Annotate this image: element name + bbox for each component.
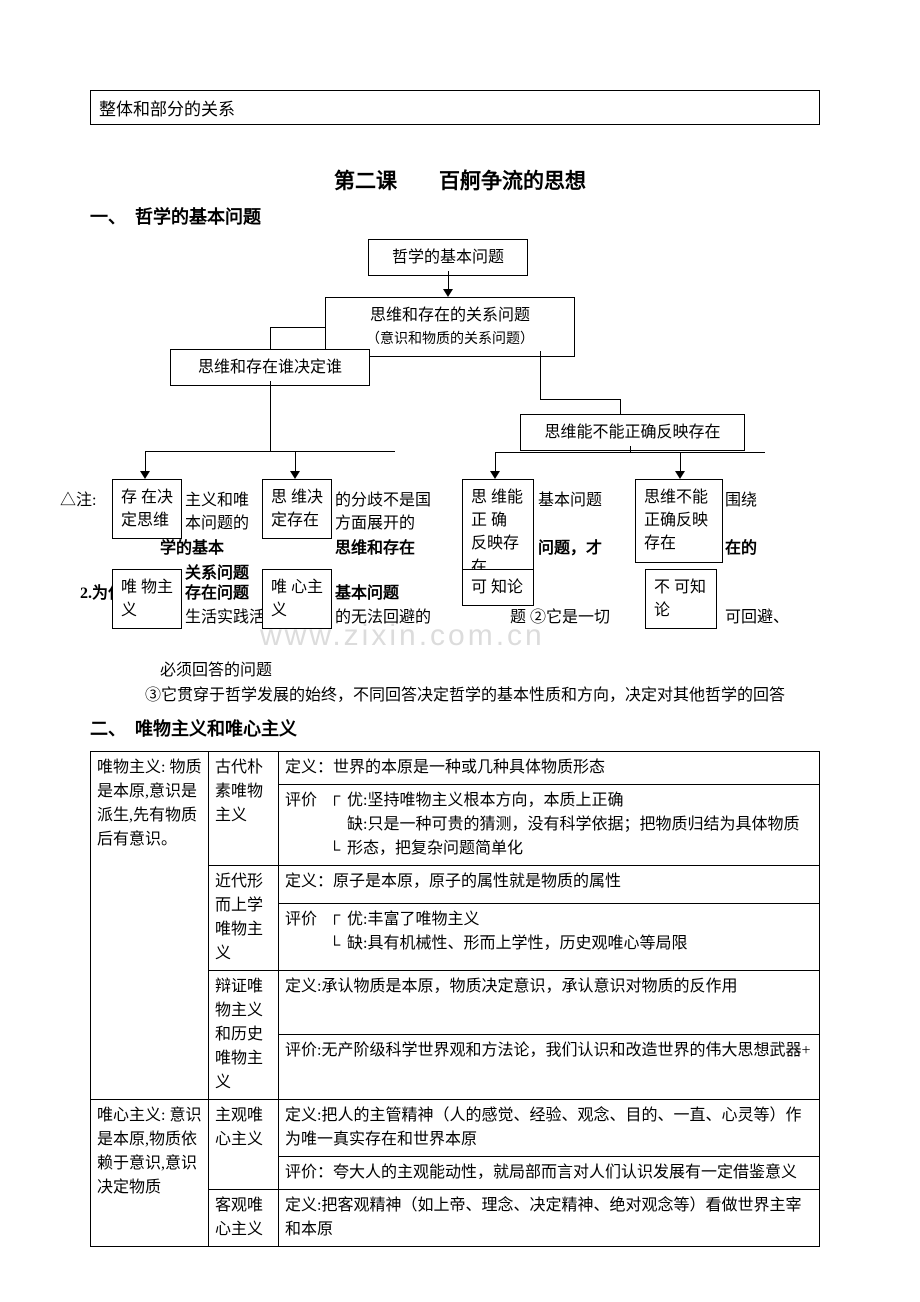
conn-2-3-right-v2 [620,399,621,414]
table-row: 唯物主义: 物质是本原,意识是派生,先有物质后有意识。 古代朴素唯物主义 定义：… [91,751,820,784]
flow-c1-label: 唯 物主义 [121,579,173,619]
conn-2-3-right-h [540,399,620,400]
flow-b1: 存 在决 定思维 [112,479,182,539]
dist-l-b2-head [290,471,300,479]
cell-wm-head: 唯物主义: 物质是本原,意识是派生,先有物质后有意识。 [91,751,209,1099]
r2-text: 必须回答的问题 [160,659,830,684]
eval-label-2: 评价 [285,908,333,956]
cell-r1-eval: 评价 ┌ └ 优:坚持唯物主义根本方向，本质上正确 缺:只是一种可贵的猜测，没有… [279,784,820,865]
note-frag-4: 围绕 [725,489,757,514]
eval-label-1: 评价 [285,789,333,861]
flow-c1: 唯 物主义 [112,569,182,629]
conn-2-3-left-v [270,327,271,349]
dist-r-b4 [680,452,681,473]
note-frag-6: 方面展开的 [335,512,415,537]
flow-c4-label: 不 可知论 [654,579,706,619]
section-1-heading: 一、 哲学的基本问题 [90,203,830,229]
r1-yo: 优:坚持唯物主义根本方向，本质上正确 [347,789,813,813]
cell-r3c2: 辩证唯物主义和历史唯物主义 [209,970,279,1099]
note-frag-3: 基本问题 [538,489,602,514]
flow-b2: 思 维决 定存在 [262,479,332,539]
dist-r-b4-head [675,471,685,479]
r1b: 生活实践活 [185,606,265,631]
cell-r2c2: 近代形而上学唯物主义 [209,865,279,970]
r2-qu: 缺:具有机械性、形而上学性，历史观唯心等局限 [347,932,813,956]
note-triangle: △注: [60,489,96,514]
cell-wc-head: 唯心主义: 意识是本原,物质依赖于意识,意识决定物质 [91,1099,209,1246]
dist-right-h [495,452,765,453]
cell-r2-def: 定义：原子是本原，原子的属性就是物质的属性 [279,865,820,904]
r1c: 的无法回避的 [335,606,431,631]
section-2-heading: 二、 唯物主义和唯心主义 [90,715,830,741]
flow-b4-label: 思维不能正确反映存在 [644,489,708,552]
r1d: 题 [510,606,526,631]
note-frag-2: 的分歧不是国 [335,489,431,514]
cell-r4-eval: 评价：夸大人的主观能动性，就局部而言对人们认识发展有一定借鉴意义 [279,1156,820,1189]
flow-c2-label: 唯 心主义 [271,579,323,619]
flow-b4: 思维不能正确反映存在 [635,479,723,563]
cell-r2-eval: 评价 ┌ └ 优:丰富了唯物主义 缺:具有机械性、形而上学性，历史观唯心等局限 [279,904,820,971]
conn-2-3-left [270,327,325,328]
cell-r4c2: 主观唯心主义 [209,1099,279,1189]
top-relation-box: 整体和部分的关系 [90,90,820,125]
flow-node-relation-l2: （意识和物质的关系问题） [366,332,534,347]
flow-c2: 唯 心主义 [262,569,332,629]
dist-l-b1-head [140,471,150,479]
cell-r1c2: 古代朴素唯物主义 [209,751,279,865]
note-frag-5: 本问题的 [185,512,249,537]
r1-qu: 缺:只是一种可贵的猜测，没有科学依据；把物质归结为具体物质形态，把复杂问题简单化 [347,813,813,861]
flow-node-relation-l1: 思维和存在的关系问题 [370,307,530,324]
note-p2c: 问题，才 [538,537,602,562]
dist-r-b3-head [490,471,500,479]
note-frag-1: 主义和唯 [185,489,249,514]
flow-b2-label: 思 维决 定存在 [271,489,323,529]
flow-node-root-label: 哲学的基本问题 [392,249,504,266]
flow-node-can-reflect: 思维能不能正确反映存在 [520,414,745,451]
r2-yo: 优:丰富了唯物主义 [347,908,813,932]
conn-2-3-right-v1 [540,351,541,399]
arrow-1 [448,271,449,291]
flow-node-can-reflect-label: 思维能不能正确反映存在 [544,424,720,441]
r3-text: ③它贯穿于哲学发展的始终，不同回答决定哲学的基本性质和方向，决定对其他哲学的回答 [145,684,825,709]
cell-r5-def: 定义:把客观精神（如上帝、理念、决定精神、绝对观念等）看做世界主宰和本原 [279,1189,820,1246]
cell-r3-eval: 评价:无产阶级科学世界观和方法论，我们认识和改造世界的伟大思想武器+ [279,1035,820,1100]
materialism-idealism-table: 唯物主义: 物质是本原,意识是派生,先有物质后有意识。 古代朴素唯物主义 定义：… [90,751,820,1247]
flow-c3: 可 知论 [462,569,534,606]
flow-b1-label: 存 在决 定思维 [121,489,173,529]
flow-c3-label: 可 知论 [471,579,523,596]
flowchart-area: www.zixin.com.cn △注: 主义和唯 的分歧不是国 基本问题 围绕… [90,239,830,659]
cell-r4-def: 定义:把人的主管精神（人的感觉、经验、观念、目的、一直、心灵等）作为唯一真实存在… [279,1099,820,1156]
note-p2b: 思维和存在 [335,537,415,562]
dist-left-v [270,381,271,451]
cell-r1-def: 定义：世界的本原是一种或几种具体物质形态 [279,751,820,784]
note-p2d: 在的 [725,537,757,562]
table-row: 唯心主义: 意识是本原,物质依赖于意识,意识决定物质 主观唯心主义 定义:把人的… [91,1099,820,1156]
q2-mid: 存在问题 [185,582,249,607]
flow-node-who-decides-label: 思维和存在谁决定谁 [198,359,342,376]
cell-r3-def: 定义:承认物质是本原，物质决定意识，承认意识对物质的反作用 [279,970,820,1035]
cell-r5c2: 客观唯心主义 [209,1189,279,1246]
dist-left-h [145,451,395,452]
q2-end: 基本问题 [335,582,399,607]
flow-b3-label: 思 维能正 确 反映存在 [471,489,523,576]
arrow-1-head [443,289,453,297]
flow-c4: 不 可知论 [645,569,717,629]
r1e: ②它是一切 [530,606,610,631]
top-relation-text: 整体和部分的关系 [99,100,235,119]
lesson-title: 第二课 百舸争流的思想 [90,165,830,195]
r1f: 可回避、 [725,606,789,631]
dist-l-b2 [295,451,296,473]
dist-r-b3 [495,452,496,473]
note-p2a: 学的基本 [160,537,224,562]
dist-l-b1 [145,451,146,473]
